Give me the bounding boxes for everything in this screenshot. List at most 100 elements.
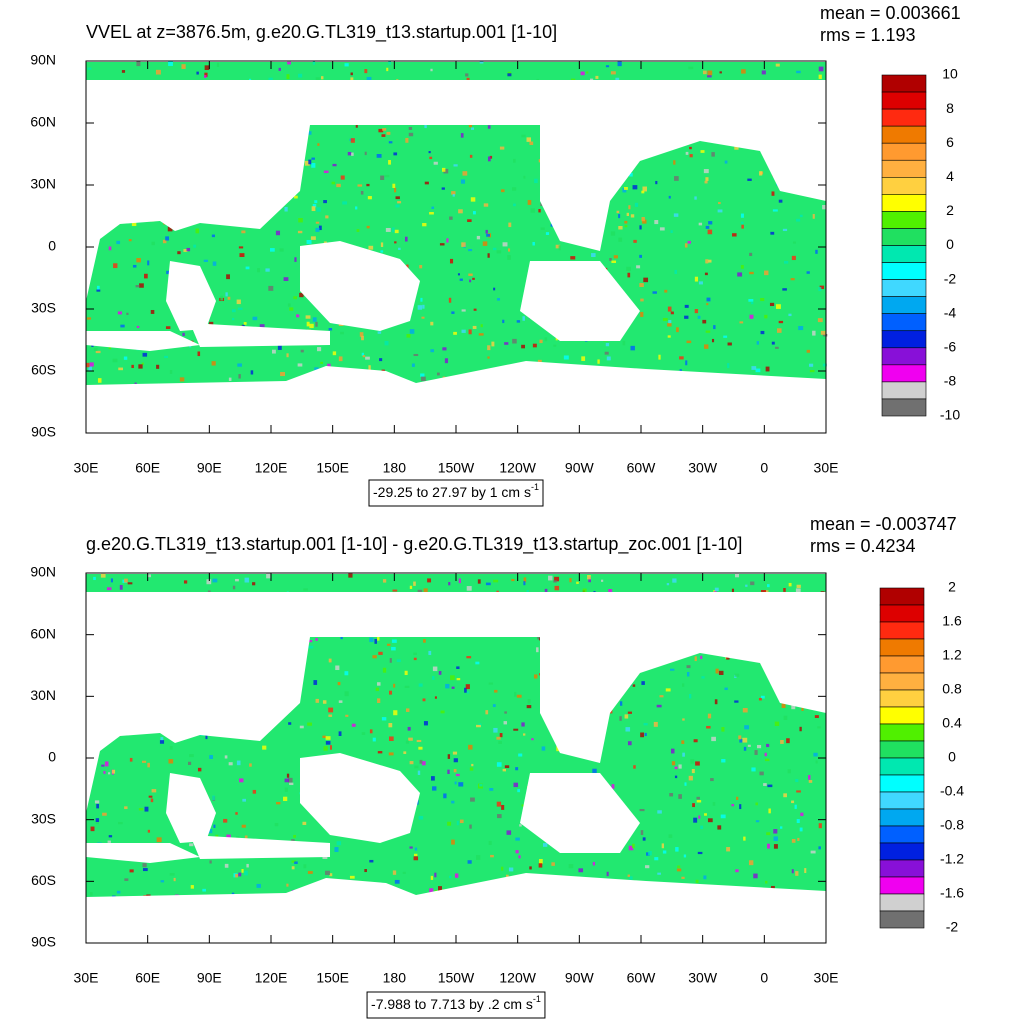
field-speck <box>375 687 379 692</box>
field-speck <box>739 804 742 810</box>
field-speck <box>428 151 431 154</box>
colorbar-label: 1.6 <box>942 613 962 629</box>
field-speck <box>531 738 534 741</box>
field-speck <box>500 189 505 193</box>
field-speck <box>414 765 419 769</box>
field-speck <box>361 352 365 356</box>
field-speck <box>534 178 538 184</box>
field-speck <box>513 203 516 207</box>
field-speck <box>284 206 288 212</box>
x-tick-label: 180 <box>383 460 407 476</box>
field-speck <box>454 873 459 878</box>
field-speck <box>734 673 740 677</box>
field-speck <box>299 292 304 298</box>
field-speck <box>293 834 296 838</box>
field-speck <box>538 858 543 864</box>
field-speck <box>380 175 385 181</box>
field-speck <box>788 313 792 317</box>
colorbar-label: 0 <box>948 749 956 765</box>
field-speck <box>754 750 758 755</box>
field-speck <box>413 353 419 357</box>
colorbar-box <box>881 381 927 400</box>
field-speck <box>782 228 788 232</box>
field-speck <box>670 230 673 234</box>
field-speck <box>817 318 823 323</box>
field-speck <box>209 321 214 325</box>
y-tick-label: 90S <box>31 424 56 440</box>
field-speck <box>687 240 692 244</box>
field-speck <box>604 351 609 355</box>
field-speck <box>424 181 429 185</box>
field-speck <box>640 830 644 836</box>
field-speck <box>493 287 496 291</box>
field-speck <box>312 317 317 322</box>
field-speck <box>515 767 519 771</box>
field-speck <box>136 325 140 328</box>
field-speck <box>338 700 343 703</box>
field-speck <box>190 885 194 889</box>
field-speck <box>513 782 519 788</box>
x-tick-label: 30E <box>74 460 99 476</box>
field-speck <box>711 736 716 742</box>
field-speck <box>526 705 532 709</box>
field-speck <box>355 206 358 210</box>
field-speck <box>641 190 645 194</box>
field-speck <box>529 141 534 146</box>
x-tick-label: 90E <box>197 460 222 476</box>
field-speck <box>522 316 526 321</box>
x-tick-label: 60W <box>627 970 657 986</box>
field-speck <box>265 268 270 272</box>
field-speck <box>447 754 451 759</box>
colorbar-box <box>879 842 925 861</box>
field-speck <box>147 260 150 266</box>
field-speck <box>704 813 707 816</box>
field-speck <box>101 764 105 767</box>
field-speck <box>808 363 814 367</box>
field-speck <box>423 721 428 726</box>
field-speck <box>155 69 161 75</box>
field-speck <box>541 746 546 751</box>
field-speck <box>538 208 541 213</box>
field-speck <box>773 829 778 834</box>
x-tick-label: 120W <box>499 460 536 476</box>
field-speck <box>707 75 712 78</box>
field-speck <box>822 363 827 367</box>
field-speck <box>806 271 810 274</box>
field-speck <box>664 289 668 293</box>
field-speck <box>423 588 428 593</box>
field-speck <box>307 871 313 874</box>
field-speck <box>419 265 423 269</box>
field-speck <box>804 868 807 874</box>
field-speck <box>764 758 770 762</box>
field-speck <box>485 582 491 586</box>
field-speck <box>759 171 763 176</box>
field-speck <box>455 773 460 777</box>
field-speck <box>526 590 529 593</box>
field-speck <box>512 338 517 344</box>
land <box>86 331 200 351</box>
field-speck <box>350 138 355 143</box>
field-speck <box>318 225 322 231</box>
field-speck <box>224 863 229 868</box>
field-speck <box>610 231 616 236</box>
field-speck <box>413 853 418 857</box>
field-speck <box>377 331 382 334</box>
field-speck <box>622 187 627 193</box>
field-speck <box>504 765 510 769</box>
field-speck <box>508 248 511 252</box>
field-speck <box>532 241 535 246</box>
field-speck <box>89 892 93 896</box>
field-speck <box>381 134 386 137</box>
field-speck <box>462 171 468 176</box>
field-speck <box>94 800 100 804</box>
field-speck <box>796 819 800 824</box>
field-speck <box>763 783 767 786</box>
field-speck <box>639 225 642 230</box>
field-speck <box>394 229 399 234</box>
field-speck <box>516 320 521 323</box>
field-speck <box>458 209 463 214</box>
field-speck <box>768 808 771 814</box>
field-speck <box>351 723 356 727</box>
field-speck <box>657 872 661 875</box>
field-speck <box>124 806 128 810</box>
